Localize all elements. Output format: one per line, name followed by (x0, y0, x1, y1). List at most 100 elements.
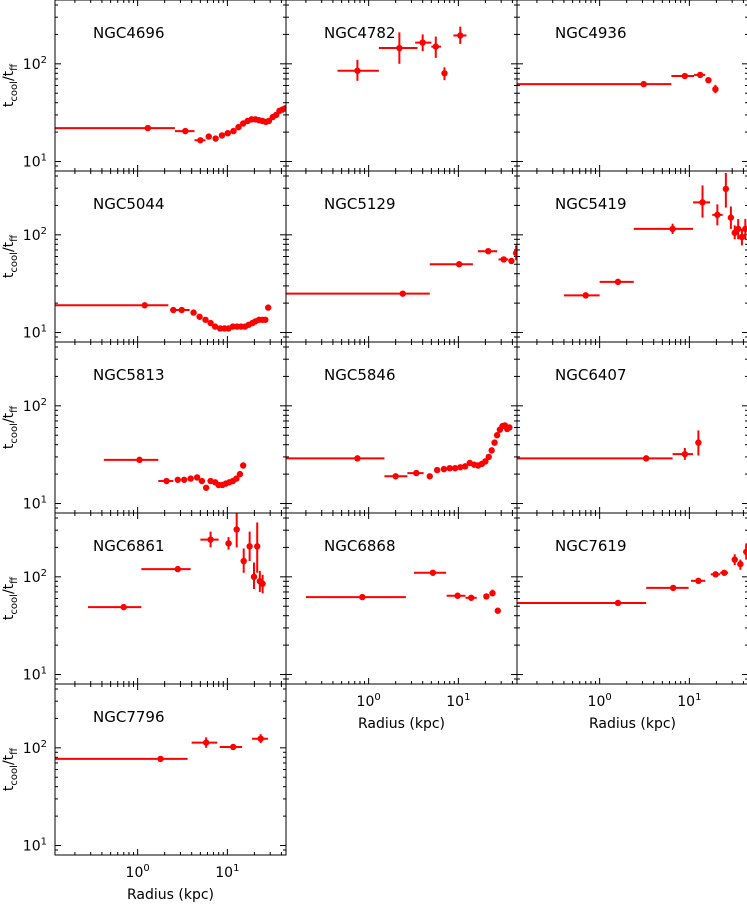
panel-title: NGC4782 (324, 24, 396, 42)
data-point (144, 124, 152, 132)
data-series (55, 302, 272, 332)
data-series (563, 172, 747, 299)
y-tick-label: 101 (23, 324, 47, 342)
data-series (517, 71, 719, 94)
data-point (491, 439, 498, 446)
panel-title: NGC5846 (324, 366, 396, 384)
panel-ngc4936: NGC4936 (516, 0, 747, 172)
panel-frame (285, 170, 518, 343)
data-point (482, 458, 489, 465)
data-point (485, 453, 492, 461)
data-point (202, 316, 209, 323)
data-point (233, 526, 240, 533)
y-tick-label: 101 (23, 495, 47, 513)
y-axis-label: tcool/tff (1, 576, 20, 620)
y-axis-label: tcool/tff (1, 405, 20, 449)
data-point (236, 470, 244, 478)
data-series (88, 513, 266, 611)
panel-title: NGC7796 (93, 708, 165, 726)
data-point (240, 557, 247, 565)
data-point (640, 80, 647, 88)
data-point (735, 225, 742, 233)
data-series (305, 569, 502, 614)
data-point (235, 123, 242, 131)
data-point (265, 117, 273, 125)
x-tick-label: 100 (357, 692, 381, 710)
data-point (229, 743, 237, 751)
data-point (506, 424, 513, 431)
data-point (174, 565, 181, 573)
data-point (582, 292, 589, 299)
data-point (354, 455, 361, 462)
panel-frame (516, 0, 747, 172)
data-series (286, 245, 517, 297)
data-point (359, 593, 366, 601)
data-point (136, 456, 143, 464)
panel-title: NGC5419 (555, 195, 627, 213)
data-point (239, 462, 247, 469)
data-point (190, 309, 197, 316)
panel-title: NGC7619 (555, 537, 627, 555)
data-point (461, 463, 469, 470)
data-point (198, 477, 206, 485)
data-point (254, 543, 261, 550)
data-point (281, 105, 286, 112)
y-axis-label: tcool/tff (1, 234, 20, 278)
data-point (699, 199, 706, 206)
data-point (419, 39, 426, 46)
data-point (211, 323, 219, 330)
data-point (216, 325, 224, 332)
data-point (354, 67, 361, 74)
data-point (695, 439, 702, 446)
panel-ngc5419: NGC5419 (516, 170, 747, 343)
panel-frame (285, 0, 518, 172)
data-series (286, 422, 513, 480)
data-point (485, 247, 492, 255)
axis-ticks (517, 513, 747, 685)
axis-ticks (55, 171, 286, 343)
axis-ticks (286, 342, 517, 514)
data-point (441, 70, 448, 77)
data-point (712, 85, 719, 93)
data-point (508, 257, 515, 265)
panel-ngc5846: NGC5846 (285, 341, 518, 514)
y-tick-label: 101 (23, 153, 47, 171)
data-point (500, 256, 507, 263)
data-point (264, 304, 272, 311)
data-series (517, 543, 747, 607)
data-point (696, 71, 704, 79)
data-point (731, 556, 738, 563)
data-point (193, 474, 201, 481)
data-point (468, 594, 475, 601)
data-point (259, 580, 266, 587)
data-point (230, 127, 237, 135)
y-axis-label: tcool/tff (1, 747, 20, 791)
axis-ticks (517, 0, 747, 172)
panel-frame (516, 512, 747, 685)
data-point (457, 32, 464, 39)
data-point (669, 225, 676, 233)
data-point (695, 577, 702, 585)
panel-ngc4782: NGC4782 (285, 0, 518, 172)
data-point (174, 476, 181, 483)
data-point (257, 735, 264, 742)
data-point (141, 302, 148, 309)
data-point (202, 739, 210, 746)
x-tick-label: 101 (446, 692, 470, 710)
data-point (182, 127, 189, 135)
data-point (233, 475, 240, 482)
data-point (681, 450, 689, 458)
data-point (642, 455, 650, 462)
x-tick-label: 101 (215, 863, 239, 881)
data-series (103, 456, 247, 491)
y-tick-label: 102 (23, 739, 47, 757)
panel-frame (54, 0, 287, 172)
x-axis-label: Radius (kpc) (127, 887, 214, 903)
data-point (196, 313, 203, 320)
panel-ngc6407: NGC6407 (516, 341, 747, 514)
data-series (55, 734, 268, 763)
